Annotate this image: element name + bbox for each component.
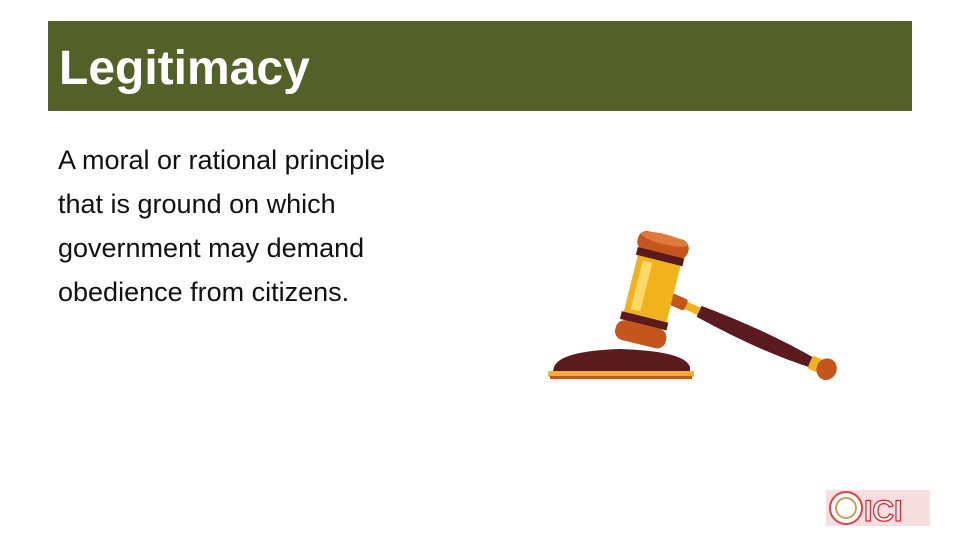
slide-body: A moral or rational principle that is gr… (58, 138, 478, 314)
body-line: obedience from citizens. (58, 277, 350, 307)
logo-text: ICI (864, 495, 902, 528)
gavel-icon (548, 231, 837, 381)
ici-logo-icon: ICI (826, 490, 930, 529)
body-line: A moral or rational principle (58, 145, 386, 175)
title-bar: Legitimacy (48, 21, 912, 111)
body-line: government may demand (58, 233, 365, 263)
slide-title: Legitimacy (59, 42, 310, 95)
body-line: that is ground on which (58, 189, 336, 219)
